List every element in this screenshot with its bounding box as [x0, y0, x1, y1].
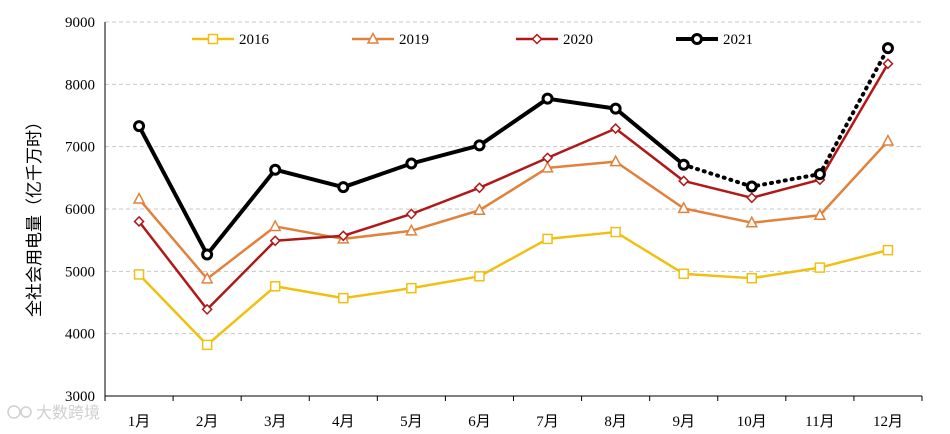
x-tick-label: 9月 — [672, 414, 695, 430]
x-tick-label: 5月 — [400, 414, 423, 430]
x-tick-label: 10月 — [737, 414, 767, 430]
x-tick-label: 2月 — [196, 414, 219, 430]
axes — [104, 22, 923, 401]
data-point-diamond — [201, 303, 213, 315]
y-tick-label-7000: 7000 — [65, 140, 95, 156]
legend-label-2019: 2019 — [399, 32, 429, 48]
x-tick-label: 6月 — [468, 414, 491, 430]
y-axis-label: 全社会用电量（亿千万时） — [25, 113, 45, 317]
data-point-circle — [691, 33, 703, 45]
x-tick-label: 8月 — [604, 414, 627, 430]
data-point-diamond — [337, 230, 349, 242]
data-point-triangle — [677, 201, 690, 214]
data-point-diamond — [882, 58, 894, 70]
data-point-triangle — [200, 271, 214, 284]
x-tick-label: 4月 — [332, 414, 355, 430]
data-point-diamond — [133, 215, 145, 228]
data-point-square — [338, 292, 349, 304]
legend-item-2019: 2019 — [352, 31, 429, 48]
data-point-diamond — [746, 192, 758, 204]
legend-item-2016: 2016 — [192, 32, 270, 48]
legend-label-2016: 2016 — [239, 32, 270, 48]
data-point-triangle — [881, 133, 895, 146]
data-point-square — [474, 271, 485, 282]
watermark-logo-icon-2 — [20, 406, 32, 418]
data-point-square — [133, 269, 145, 280]
data-point-triangle — [132, 191, 146, 204]
x-tick-label: 11月 — [805, 414, 834, 430]
series-line-2016 — [138, 230, 889, 347]
data-point-diamond — [610, 123, 622, 135]
y-tick-label-8000: 8000 — [65, 77, 95, 93]
data-point-triangle — [745, 215, 759, 228]
y-tick-label-3000: 3000 — [65, 389, 95, 405]
legend: 2016 2019 2020 2021 — [192, 31, 753, 48]
data-point-square — [406, 282, 417, 294]
data-point-diamond — [473, 182, 486, 194]
data-point-square — [610, 226, 621, 238]
series-line-2020 — [138, 63, 890, 311]
legend-label-2021: 2021 — [723, 32, 753, 48]
data-point-circle — [337, 181, 350, 194]
y-axis-ticks: 3000 4000 5000 6000 7000 8000 9000 — [65, 15, 95, 405]
data-point-diamond — [405, 208, 417, 220]
data-point-square — [746, 272, 758, 284]
series-2020 — [133, 58, 894, 315]
data-point-square — [207, 33, 219, 45]
data-point-triangle — [473, 203, 486, 215]
series-layer — [132, 42, 895, 351]
data-point-circle — [133, 120, 146, 133]
legend-item-2020: 2020 — [516, 32, 593, 48]
watermark: 大数跨境 — [7, 403, 100, 422]
legend-item-2021: 2021 — [676, 32, 753, 48]
data-point-circle — [881, 42, 894, 55]
data-point-triangle — [405, 223, 418, 236]
x-tick-label: 1月 — [128, 414, 151, 430]
series-line-2019 — [138, 140, 889, 281]
data-point-circle — [269, 163, 282, 176]
y-tick-label-6000: 6000 — [65, 202, 95, 218]
data-point-square — [542, 233, 553, 245]
series-2019 — [132, 133, 895, 284]
data-point-square — [814, 262, 826, 273]
data-point-circle — [201, 248, 214, 261]
data-point-circle — [541, 92, 554, 105]
data-point-diamond — [531, 33, 543, 45]
data-point-diamond — [269, 235, 281, 247]
x-tick-label: 12月 — [873, 414, 903, 430]
y-tick-label-5000: 5000 — [65, 264, 95, 280]
data-point-circle — [405, 157, 418, 170]
data-point-triangle — [541, 160, 554, 173]
data-point-square — [201, 339, 213, 351]
data-point-diamond — [541, 152, 554, 164]
watermark-text: 大数跨境 — [36, 403, 100, 422]
data-point-triangle — [366, 31, 380, 44]
x-axis-ticks: 1月 2月 3月 4月 5月 6月 7月 8月 9月 10月 11月 12月 — [128, 414, 903, 430]
y-tick-label-4000: 4000 — [65, 327, 95, 343]
y-tick-label-9000: 9000 — [65, 15, 95, 31]
data-point-triangle — [268, 219, 282, 232]
series-2016 — [133, 226, 894, 351]
data-point-circle — [745, 180, 758, 193]
data-point-circle — [609, 102, 622, 115]
data-point-square — [269, 281, 281, 292]
series-line-dotted-2021 — [681, 46, 890, 189]
watermark-logo-icon — [7, 405, 21, 419]
data-point-triangle — [609, 154, 622, 167]
legend-label-2020: 2020 — [563, 32, 593, 48]
data-point-circle — [813, 168, 826, 181]
data-point-triangle — [813, 208, 827, 220]
data-point-square — [678, 268, 689, 280]
data-point-circle — [473, 139, 486, 152]
data-point-circle — [677, 158, 690, 171]
x-tick-label: 3月 — [264, 414, 287, 430]
data-point-square — [882, 244, 894, 256]
x-tick-label: 7月 — [536, 414, 559, 430]
data-point-diamond — [678, 175, 690, 187]
series-2021 — [133, 42, 894, 261]
